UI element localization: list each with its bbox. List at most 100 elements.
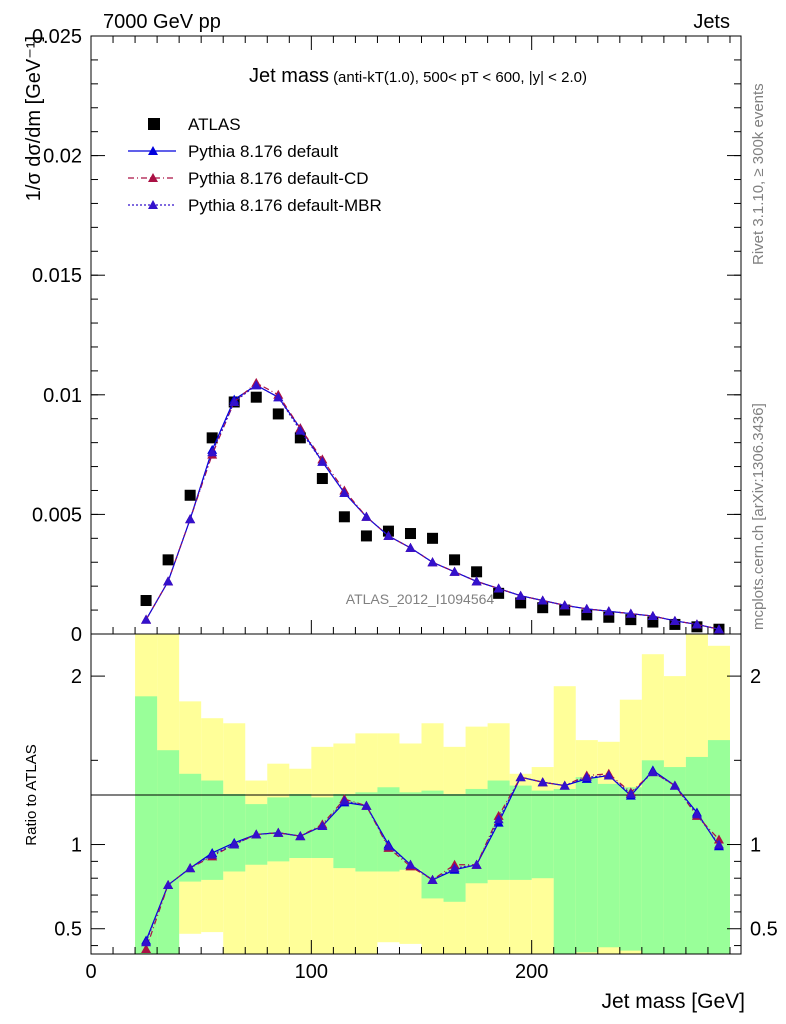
inner-uncertainty-bin — [157, 750, 180, 954]
main-title: Jet mass (anti-kT(1.0), 500< pT < 600, |y… — [249, 65, 587, 87]
ratio-point-pythia-8-176-default-mbr — [295, 831, 306, 841]
data-point-atlas — [162, 554, 174, 566]
data-point-atlas — [493, 587, 505, 599]
data-point-atlas — [625, 614, 637, 626]
legend-marker-pythia-8-176-default-mbr — [148, 200, 158, 209]
data-point-atlas — [647, 616, 659, 628]
main-series — [140, 377, 725, 635]
x-tick-label: 100 — [295, 961, 328, 983]
mcplots-label: mcplots.cern.ch [arXiv:1306.3436] — [750, 403, 767, 630]
ratio-y-tick-label-right: 0.5 — [750, 919, 778, 941]
inner-uncertainty-bin — [377, 787, 400, 872]
ratio-point-pythia-8-176-default-mbr — [559, 780, 570, 790]
data-point-pythia-8-176-default-mbr — [339, 487, 350, 497]
data-point-pythia-8-176-default-mbr — [713, 624, 724, 634]
data-point-pythia-8-176-default-mbr — [361, 511, 372, 521]
data-point-pythia-8-176-default-mbr — [295, 425, 306, 435]
data-point-pythia-8-176-default-mbr — [427, 557, 438, 567]
data-point-pythia-8-176-default-mbr — [405, 542, 416, 552]
main-title-text: Jet mass — [249, 65, 329, 87]
x-tick-label: 200 — [515, 961, 548, 983]
inner-uncertainty-bin — [443, 794, 466, 902]
data-point-pythia-8-176-default-mbr — [581, 603, 592, 613]
data-point-atlas — [471, 566, 483, 578]
inner-uncertainty-bin — [223, 794, 246, 872]
main-y-label: 1/σ dσ/dm [GeV⁻¹] — [23, 36, 45, 201]
ratio-point-pythia-8-176-default-mbr — [669, 780, 680, 790]
inner-uncertainty-bin — [641, 760, 664, 954]
data-point-pythia-8-176-default-mbr — [691, 619, 702, 629]
inner-uncertainty-bin — [421, 790, 444, 899]
main-y-tick-label: 0 — [71, 624, 82, 646]
ratio-line-pythia-8-176-default-cd — [145, 771, 720, 950]
main-y-tick-label: 0.005 — [32, 504, 82, 526]
inner-uncertainty-bin — [663, 767, 686, 954]
header-left: 7000 GeV pp — [103, 11, 221, 33]
data-point-pythia-8-176-default-mbr — [449, 566, 460, 576]
data-point-atlas — [537, 602, 549, 614]
data-point-pythia-8-176-default-mbr — [229, 396, 240, 406]
main-y-tick-label: 0.01 — [43, 385, 82, 407]
data-point-atlas — [294, 432, 306, 444]
ratio-point-pythia-8-176-default-mbr — [581, 772, 592, 782]
data-point-pythia-8-176-default-mbr — [515, 590, 526, 600]
header-right: Jets — [693, 11, 730, 33]
data-point-pythia-8-176-default-mbr — [163, 576, 174, 586]
data-point-atlas — [404, 528, 416, 540]
ratio-point-pythia-8-176-default-mbr — [383, 841, 394, 851]
ratio-point-pythia-8-176-default-mbr — [317, 821, 328, 830]
inner-uncertainty-bin — [399, 792, 422, 870]
ratio-y-tick-label-right: 2 — [750, 666, 761, 688]
data-point-pythia-8-176-default-mbr — [141, 614, 152, 624]
legend: ATLAS Pythia 8.176 default Pythia 8.176 de… — [128, 115, 382, 215]
ratio-x-axis: 0 100 200 — [85, 940, 731, 983]
ratio-point-pythia-8-176-default-mbr — [405, 859, 416, 869]
inner-uncertainty-bin — [179, 773, 202, 882]
ratio-point-pythia-8-176-default-mbr — [471, 859, 482, 869]
ratio-point-pythia-8-176-default-mbr — [603, 770, 614, 780]
data-point-pythia-8-176-default-mbr — [537, 595, 548, 605]
data-point-atlas — [603, 611, 615, 623]
ratio-y-label: Ratio to ATLAS — [23, 744, 40, 845]
ratio-point-pythia-8-176-default-mbr — [361, 800, 372, 810]
data-point-pythia-8-176-default-mbr — [603, 606, 614, 616]
main-y-axis: 0 0.005 0.01 0.015 0.02 0.025 — [32, 26, 741, 646]
main-title-detail: (anti-kT(1.0), 500< pT < 600, |y| < 2.0) — [333, 69, 587, 86]
inner-uncertainty-bin — [201, 780, 224, 880]
data-point-pythia-8-176-default-mbr — [273, 392, 284, 402]
ratio-bands — [135, 634, 730, 954]
data-point-pythia-8-176-default-mbr — [185, 514, 196, 524]
ratio-point-pythia-8-176-default-mbr — [449, 863, 460, 873]
ratio-point-pythia-8-176-default-mbr — [339, 795, 350, 805]
data-point-atlas — [250, 391, 262, 403]
inner-uncertainty-bin — [531, 790, 554, 879]
main-y-tick-label: 0.025 — [32, 26, 82, 48]
inner-uncertainty-bin — [619, 787, 642, 951]
data-point-pythia-8-176-default-mbr — [251, 380, 262, 390]
legend-label-pythia-8-176-default-cd: Pythia 8.176 default-CD — [188, 169, 369, 188]
ratio-point-pythia-8-176-default-mbr — [163, 879, 174, 889]
ratio-point-pythia-8-176-default-mbr — [207, 849, 218, 859]
data-point-atlas — [338, 511, 350, 523]
data-point-pythia-8-176-default-mbr — [669, 615, 680, 625]
inner-uncertainty-bin — [553, 788, 576, 954]
rivet-label: Rivet 3.1.10, ≥ 300k events — [750, 83, 767, 265]
data-point-atlas — [272, 408, 284, 420]
inner-uncertainty-bin — [465, 788, 488, 884]
ratio-point-pythia-8-176-default-mbr — [273, 827, 284, 837]
ratio-y-tick-label: 1 — [71, 835, 82, 857]
ratio-point-pythia-8-176-default-mbr — [625, 789, 636, 798]
legend-label-pythia-8-176-default-mbr: Pythia 8.176 default-MBR — [188, 196, 382, 215]
data-point-pythia-8-176-default-mbr — [207, 447, 218, 457]
ratio-point-pythia-8-176-default-mbr — [251, 829, 262, 839]
data-point-pythia-8-176-default-mbr — [559, 600, 570, 610]
data-point-atlas — [140, 595, 152, 607]
data-point-pythia-8-176-default-mbr — [471, 576, 482, 586]
ratio-point-pythia-8-176-default-mbr — [185, 863, 196, 873]
ratio-point-pythia-8-176-default-cd — [141, 943, 152, 953]
ratio-point-pythia-8-176-default-mbr — [515, 772, 526, 782]
inner-uncertainty-bin — [355, 792, 378, 872]
data-point-atlas — [316, 473, 328, 485]
main-y-tick-label: 0.02 — [43, 146, 82, 168]
data-point-atlas — [581, 609, 593, 621]
